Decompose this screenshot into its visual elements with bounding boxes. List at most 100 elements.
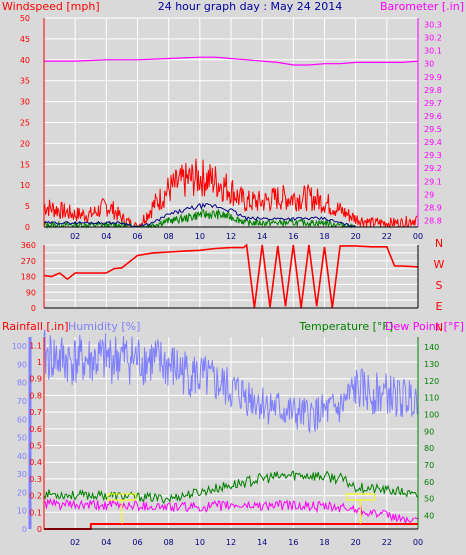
windspeed-tick-label: 30 xyxy=(20,98,30,107)
barometer-tick-label: 29.7 xyxy=(424,99,442,108)
rainfall-tick-label: 0.9 xyxy=(29,375,42,384)
windspeed-tick-label: 5 xyxy=(25,202,30,211)
rainfall-tick-label: 0 xyxy=(37,525,42,534)
barometer-tick-label: 29.2 xyxy=(424,164,442,173)
compass-label: W xyxy=(434,258,445,271)
climate-hour-label: 02 xyxy=(70,538,80,547)
rainfall-tick-label: 1 xyxy=(37,358,42,367)
wind-panel-axes: 0 5 10 15 20 25 30 35 40 45 50 28.8 28.9 29 29.1 29.2 29… xyxy=(20,14,442,241)
humidity-tick-label: 30 xyxy=(17,470,27,479)
climate-hour-label: 10 xyxy=(195,538,205,547)
direction-tick-label: 270 xyxy=(21,257,36,266)
windspeed-tick-label: 50 xyxy=(20,14,30,23)
climate-hour-label: 14 xyxy=(257,538,267,547)
temperature-tick-label: 40 xyxy=(424,512,434,521)
rainfall-tick-label: 0.4 xyxy=(29,458,42,467)
rainfall-tick-label: 0.8 xyxy=(29,391,42,400)
climate-hour-label: 04 xyxy=(101,538,111,547)
barometer-tick-label: 30 xyxy=(424,60,434,69)
barometer-tick-label: 30.2 xyxy=(424,34,442,43)
climate-hour-label: 08 xyxy=(164,538,174,547)
barometer-tick-label: 28.8 xyxy=(424,216,442,225)
windspeed-tick-label: 45 xyxy=(20,35,30,44)
windspeed-axis-title: Windspeed [mph] xyxy=(2,0,100,13)
rainfall-axis-title: Rainfall [.in] xyxy=(2,320,69,333)
rainfall-tick-label: 0.7 xyxy=(29,408,42,417)
chart-title: 24 hour graph day : May 24 2014 xyxy=(158,0,343,13)
rainfall-tick-label: 0.3 xyxy=(29,475,42,484)
rainfall-tick-label: 0.1 xyxy=(29,508,42,517)
temperature-tick-label: 130 xyxy=(424,360,439,369)
humidity-tick-label: 80 xyxy=(17,379,27,388)
climate-hour-label: 18 xyxy=(319,538,329,547)
rainfall-tick-label: 0.5 xyxy=(29,442,42,451)
temperature-tick-label: 140 xyxy=(424,343,439,352)
rainfall-tick-label: 0.2 xyxy=(29,492,42,501)
wind-direction-line xyxy=(43,243,419,309)
dewpoint-axis-title: Dew Point [°F] xyxy=(385,320,464,333)
barometer-tick-label: 29.3 xyxy=(424,151,442,160)
climate-hour-label: 16 xyxy=(288,538,298,547)
humidity-tick-label: 60 xyxy=(17,415,27,424)
windspeed-tick-label: 20 xyxy=(20,139,30,148)
humidity-tick-label: 70 xyxy=(17,397,27,406)
wind-hour-label: 18 xyxy=(319,232,329,241)
windspeed-tick-label: 35 xyxy=(20,77,30,86)
temperature-tick-label: 120 xyxy=(424,377,439,386)
wind-hour-label: 08 xyxy=(164,232,174,241)
rainfall-tick-label: 1.1 xyxy=(29,341,42,350)
barometer-tick-label: 29.6 xyxy=(424,112,442,121)
temperature-tick-label: 110 xyxy=(424,394,439,403)
compass-label: N xyxy=(435,321,443,334)
wind-hour-label: 12 xyxy=(226,232,236,241)
barometer-tick-label: 29.8 xyxy=(424,86,442,95)
climate-hour-label: 00 xyxy=(413,538,423,547)
climate-hour-label: 12 xyxy=(226,538,236,547)
temperature-axis-title: Temperature [°F] xyxy=(298,320,393,333)
direction-panel-grid xyxy=(44,244,419,309)
wind-hour-label: 20 xyxy=(351,232,361,241)
barometer-tick-label: 29.4 xyxy=(424,138,442,147)
wind-gust-line xyxy=(43,158,418,229)
humidity-tick-label: 10 xyxy=(17,507,27,516)
windspeed-tick-label: 10 xyxy=(20,181,30,190)
rainfall-tick-label: 0.6 xyxy=(29,425,42,434)
wind-hour-label: 04 xyxy=(101,232,111,241)
windspeed-tick-label: 40 xyxy=(20,56,30,65)
temperature-tick-label: 90 xyxy=(424,427,434,436)
wind-hour-label: 16 xyxy=(288,232,298,241)
humidity-tick-label: 40 xyxy=(17,452,27,461)
barometer-tick-label: 29 xyxy=(424,190,434,199)
barometer-axis-title: Barometer [.in] xyxy=(380,0,464,13)
humidity-tick-label: 50 xyxy=(17,434,27,443)
humidity-axis-title: Humidity [%] xyxy=(68,320,140,333)
climate-hour-label: 06 xyxy=(132,538,142,547)
wind-panel-series xyxy=(43,56,419,229)
climate-hour-label: 20 xyxy=(351,538,361,547)
barometer-tick-label: 28.9 xyxy=(424,203,442,212)
barometer-tick-label: 29.1 xyxy=(424,177,442,186)
day-marker-box xyxy=(107,493,137,501)
humidity-tick-label: 0 xyxy=(22,525,27,534)
barometer-tick-label: 29.9 xyxy=(424,73,442,82)
windspeed-tick-label: 25 xyxy=(20,119,30,128)
humidity-line xyxy=(43,329,418,434)
wind-hour-label: 02 xyxy=(70,232,80,241)
climate-hour-label: 22 xyxy=(382,538,392,547)
dewpoint-line xyxy=(43,498,419,524)
humidity-tick-label: 90 xyxy=(17,360,27,369)
wind-hour-label: 10 xyxy=(195,232,205,241)
climate-panel-axes: 00.10.20.30.40.50.60.70.80.911.101020304… xyxy=(12,337,439,547)
windspeed-tick-label: 15 xyxy=(20,160,30,169)
humidity-tick-label: 100 xyxy=(12,342,27,351)
wind-hour-label: 06 xyxy=(132,232,142,241)
windspeed-tick-label: 0 xyxy=(25,223,30,232)
compass-label: N xyxy=(435,237,443,250)
wind-hour-label: 00 xyxy=(413,232,423,241)
compass-label: E xyxy=(436,300,443,313)
barometer-tick-label: 30.1 xyxy=(424,47,442,56)
direction-tick-label: 0 xyxy=(31,304,36,313)
temperature-tick-label: 80 xyxy=(424,444,434,453)
